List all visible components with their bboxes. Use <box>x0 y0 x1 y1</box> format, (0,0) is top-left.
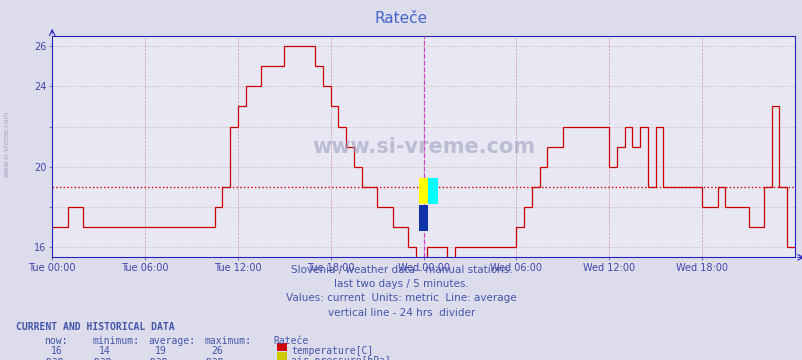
Text: Slovenia / weather data - manual stations.: Slovenia / weather data - manual station… <box>290 265 512 275</box>
Text: minimum:: minimum: <box>92 336 140 346</box>
Bar <box>427 178 437 204</box>
Text: -nan: -nan <box>88 356 111 360</box>
Text: 26: 26 <box>211 346 223 356</box>
Text: maximum:: maximum: <box>205 336 252 346</box>
Text: Values: current  Units: metric  Line: average: Values: current Units: metric Line: aver… <box>286 293 516 303</box>
Text: last two days / 5 minutes.: last two days / 5 minutes. <box>334 279 468 289</box>
Text: Rateče: Rateče <box>273 336 308 346</box>
Text: 19: 19 <box>155 346 167 356</box>
Text: www.si-vreme.com: www.si-vreme.com <box>312 137 534 157</box>
Bar <box>419 178 427 204</box>
Text: CURRENT AND HISTORICAL DATA: CURRENT AND HISTORICAL DATA <box>16 322 175 332</box>
Text: now:: now: <box>44 336 67 346</box>
Text: -nan: -nan <box>40 356 63 360</box>
Text: air pressure[hPa]: air pressure[hPa] <box>291 356 391 360</box>
Text: temperature[C]: temperature[C] <box>291 346 373 356</box>
Text: -nan: -nan <box>200 356 224 360</box>
Text: Rateče: Rateče <box>375 11 427 26</box>
Text: 16: 16 <box>51 346 63 356</box>
Text: www.si-vreme.com: www.si-vreme.com <box>3 111 10 177</box>
Text: 14: 14 <box>99 346 111 356</box>
Text: -nan: -nan <box>144 356 168 360</box>
Text: vertical line - 24 hrs  divider: vertical line - 24 hrs divider <box>327 308 475 318</box>
Bar <box>419 205 427 231</box>
Text: average:: average: <box>148 336 196 346</box>
